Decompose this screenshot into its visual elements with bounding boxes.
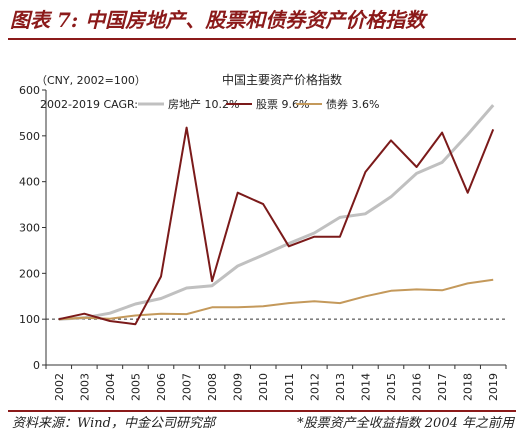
legend: 房地产 10.2% 股票 9.6% 债券 3.6%: [138, 97, 379, 111]
x-tick-label: 2017: [436, 373, 449, 401]
y-tick-label: 300: [19, 222, 40, 235]
y-tick-label: 600: [19, 84, 40, 97]
x-tick-label: 2012: [308, 373, 321, 401]
footnote: *股票资产全收益指数 2004 年之前用: [297, 416, 514, 431]
x-tick-label: 2003: [78, 373, 91, 401]
y-tick-label: 0: [33, 359, 40, 372]
x-tick-label: 2014: [359, 373, 372, 401]
series-line-0: [58, 104, 495, 321]
x-tick-label: 2018: [462, 373, 475, 401]
y-axis: 0 100 200 300 400 500 600: [19, 84, 47, 372]
series-line-1: [58, 126, 495, 326]
y-tick-label: 100: [19, 313, 40, 326]
x-tick-label: 2002: [53, 373, 66, 401]
legend-label: 债券 3.6%: [326, 97, 379, 111]
x-tick-label: 2006: [155, 373, 168, 401]
x-tick-label: 2013: [334, 373, 347, 401]
legend-prefix: 2002-2019 CAGR:: [40, 98, 138, 111]
x-tick-label: 2008: [206, 373, 219, 401]
y-tick-label: 400: [19, 176, 40, 189]
x-tick-label: 2004: [104, 373, 117, 401]
series-group: [58, 104, 495, 326]
legend-label: 股票 9.6%: [256, 98, 309, 111]
x-tick-label: 2019: [487, 373, 500, 401]
x-tick-label: 2016: [411, 373, 424, 401]
legend-label: 房地产 10.2%: [168, 97, 239, 111]
chart-title: 中国主要资产价格指数: [222, 72, 342, 87]
x-axis: 2002 2003 2004 2005 2006 2007 2008 2009 2010 2011…: [45, 364, 507, 401]
y-tick-label: 200: [19, 267, 40, 280]
line-chart: （CNY, 2002=100） 中国主要资产价格指数 2002-2019 CAG…: [19, 72, 507, 401]
x-tick-label: 2011: [283, 373, 296, 401]
x-tick-label: 2007: [181, 373, 194, 401]
figure-title: 图表 7: 中国房地产、股票和债券资产价格指数: [10, 8, 426, 32]
y-tick-label: 500: [19, 130, 40, 143]
x-tick-label: 2010: [257, 373, 270, 401]
x-tick-label: 2009: [232, 373, 245, 401]
x-tick-label: 2015: [385, 373, 398, 401]
y-axis-label: （CNY, 2002=100）: [36, 74, 146, 87]
source-note: 资料来源：Wind，中金公司研究部: [12, 416, 215, 431]
x-tick-label: 2005: [129, 373, 142, 401]
title-rule: [8, 38, 516, 40]
footer-rule: [8, 410, 516, 412]
series-line-2: [58, 278, 494, 321]
